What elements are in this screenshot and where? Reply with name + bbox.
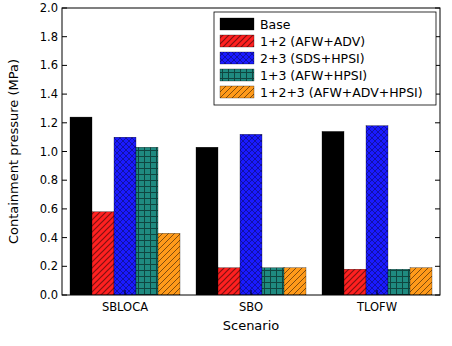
chart: 0.0 0.2 0.4 0.6 0.8 1.0 1.2 1.4 1.6 1.8 2.0 SBLOCA S…	[0, 0, 452, 346]
bar	[70, 117, 92, 295]
bar	[218, 268, 240, 295]
y-tick	[62, 266, 67, 267]
y-tick-right	[435, 266, 440, 267]
y-tick-label: 0.8	[40, 173, 58, 187]
y-tick	[62, 8, 67, 9]
y-tick-label: 1.4	[40, 87, 58, 101]
legend: Base 1+2 (AFW+ADV) 2+3 (SDS+HPSI) 1+3 (AFW+…	[214, 12, 436, 105]
y-tick	[62, 36, 67, 37]
x-tick	[377, 290, 378, 295]
legend-label: 2+3 (SDS+HPSI)	[260, 51, 365, 66]
y-tick-right	[435, 8, 440, 9]
bar	[136, 147, 158, 295]
chart-container: 0.0 0.2 0.4 0.6 0.8 1.0 1.2 1.4 1.6 1.8 2.0 SBLOCA S…	[0, 0, 452, 346]
y-tick-label: 2.0	[40, 1, 58, 15]
legend-label: 1+2+3 (AFW+ADV+HPSI)	[260, 85, 423, 100]
bar	[410, 268, 432, 295]
y-tick-right	[435, 208, 440, 209]
bar	[262, 268, 284, 295]
y-tick	[62, 94, 67, 95]
x-axis-label: Scenario	[223, 318, 280, 333]
legend-swatch	[220, 35, 254, 47]
y-tick-right	[435, 237, 440, 238]
bar	[114, 137, 136, 295]
x-tick	[125, 290, 126, 295]
bar	[240, 134, 262, 295]
y-tick-label: 1.2	[40, 116, 58, 130]
plot-frame	[62, 8, 440, 295]
legend-box	[214, 12, 436, 105]
y-tick-label: 0.0	[40, 288, 58, 302]
legend-label: 1+2 (AFW+ADV)	[260, 34, 365, 49]
y-tick-label: 1.6	[40, 58, 58, 72]
bar	[196, 147, 218, 295]
bars	[70, 117, 432, 295]
bar	[158, 233, 180, 295]
y-tick-label: 0.6	[40, 202, 58, 216]
bar	[322, 131, 344, 295]
legend-swatch	[220, 69, 254, 81]
bar	[344, 269, 366, 295]
y-tick-right	[435, 151, 440, 152]
bar	[366, 126, 388, 295]
y-tick	[62, 208, 67, 209]
y-tick	[62, 180, 67, 181]
y-tick	[62, 65, 67, 66]
x-tick-label: SBLOCA	[102, 300, 148, 314]
y-tick-right	[435, 180, 440, 181]
y-tick-right	[435, 122, 440, 123]
y-axis-label: Containment pressure (MPa)	[6, 59, 21, 244]
y-tick	[62, 237, 67, 238]
legend-label: Base	[260, 17, 291, 32]
y-tick	[62, 151, 67, 152]
x-tick-label: SBO	[239, 300, 263, 314]
x-tick-label: TLOFW	[356, 300, 397, 314]
y-tick-label: 1.0	[40, 145, 58, 159]
y-tick	[62, 295, 67, 296]
legend-label: 1+3 (AFW+HPSI)	[260, 68, 367, 83]
y-tick-label: 0.2	[40, 259, 58, 273]
legend-swatch	[220, 86, 254, 98]
y-tick-label: 1.8	[40, 30, 58, 44]
legend-swatch	[220, 52, 254, 64]
y-tick	[62, 122, 67, 123]
bar	[92, 212, 114, 295]
legend-swatch	[220, 18, 254, 30]
y-tick-right	[435, 295, 440, 296]
x-tick	[251, 290, 252, 295]
bar	[388, 269, 410, 295]
y-tick-label: 0.4	[40, 231, 58, 245]
bar	[284, 268, 306, 295]
